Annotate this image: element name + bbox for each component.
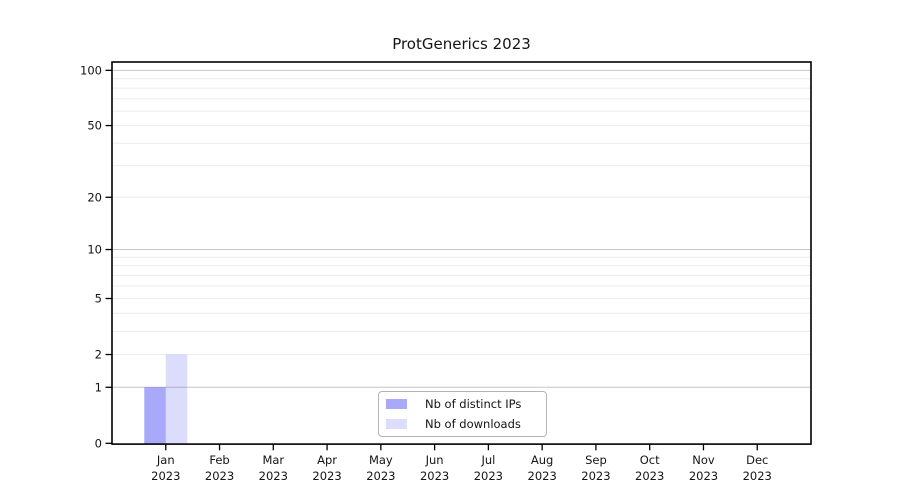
x-tick-label-month: Mar (262, 453, 284, 467)
legend-label-distinct-ips: Nb of distinct IPs (425, 397, 522, 411)
x-tick-label-year: 2023 (474, 469, 503, 483)
x-tick-label-month: Aug (531, 453, 553, 467)
x-tick-label-month: Apr (317, 453, 337, 467)
x-tick-label-year: 2023 (743, 469, 772, 483)
x-tick-label-month: Oct (640, 453, 660, 467)
x-tick-label-month: Nov (692, 453, 715, 467)
x-tick-label-month: May (369, 453, 393, 467)
legend: Nb of distinct IPs Nb of downloads (378, 391, 547, 437)
y-tick-label: 10 (87, 243, 102, 257)
chart-title: ProtGenerics 2023 (392, 35, 531, 53)
y-tick-label: 5 (95, 292, 102, 306)
legend-swatch-downloads (386, 419, 407, 429)
legend-item-distinct-ips: Nb of distinct IPs (386, 396, 546, 413)
x-tick-label-month: Jun (425, 453, 444, 467)
bar-downloads (165, 354, 188, 445)
y-tick-label: 2 (95, 348, 102, 362)
bar-distinct-ips (144, 387, 166, 445)
x-tick-label-year: 2023 (312, 469, 341, 483)
legend-swatch-distinct-ips (386, 399, 407, 409)
x-tick-label-month: Sep (585, 453, 607, 467)
x-tick-label-year: 2023 (151, 469, 180, 483)
x-tick-label-month: Jul (480, 453, 495, 467)
x-tick-label-year: 2023 (205, 469, 234, 483)
y-tick-label: 1 (95, 380, 102, 394)
x-tick-label-month: Jan (156, 453, 175, 467)
x-tick-label-year: 2023 (528, 469, 557, 483)
x-tick-label-year: 2023 (581, 469, 610, 483)
y-tick-label: 0 (95, 436, 102, 450)
x-tick-label-year: 2023 (420, 469, 449, 483)
y-tick-label: 20 (87, 190, 102, 204)
x-tick-label-month: Feb (209, 453, 229, 467)
y-tick-label: 100 (80, 63, 102, 77)
x-tick-label-year: 2023 (259, 469, 288, 483)
axis-frame (111, 61, 812, 445)
legend-label-downloads: Nb of downloads (425, 417, 521, 431)
x-tick-label-year: 2023 (689, 469, 718, 483)
x-tick-label-month: Dec (746, 453, 768, 467)
y-tick-label: 50 (87, 119, 102, 133)
x-tick-label-year: 2023 (366, 469, 395, 483)
x-tick-label-year: 2023 (635, 469, 664, 483)
legend-item-downloads: Nb of downloads (386, 416, 546, 433)
